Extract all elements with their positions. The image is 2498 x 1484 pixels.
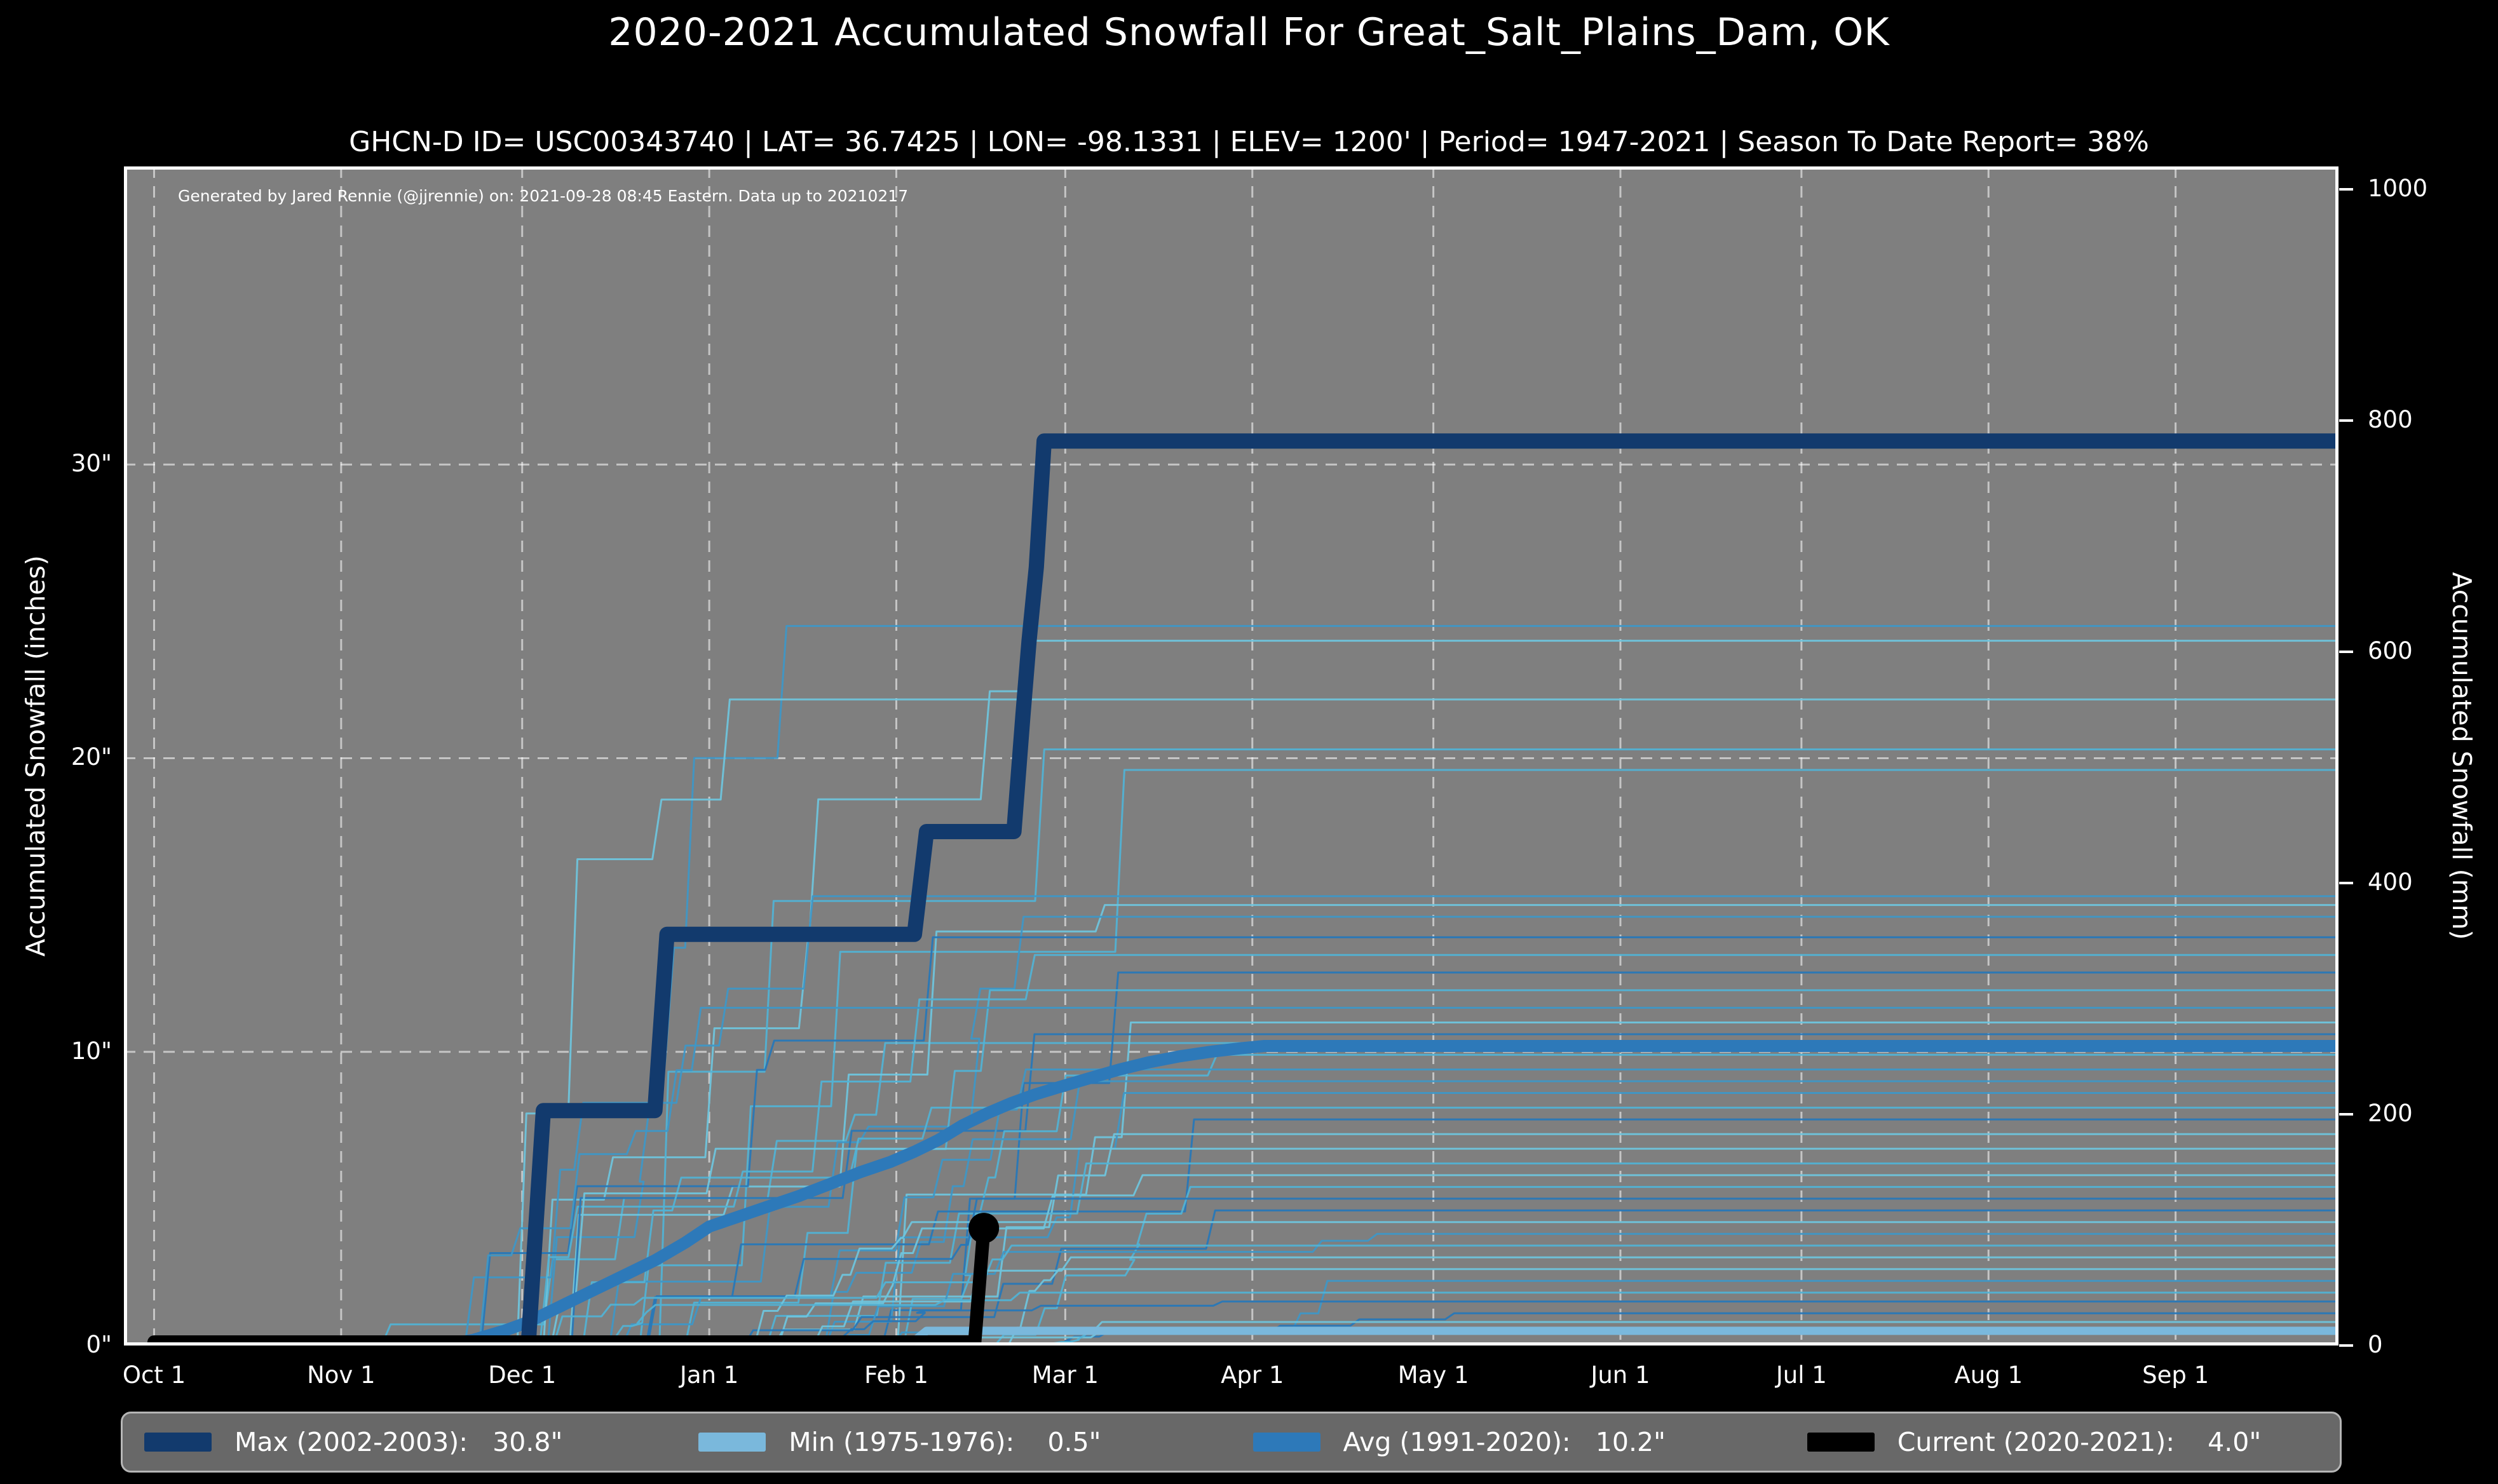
historical-season-line bbox=[154, 895, 2338, 1346]
legend-swatch-max bbox=[144, 1433, 212, 1452]
y-right-tick-mark bbox=[2339, 1113, 2353, 1116]
historical-season-line bbox=[154, 1245, 2338, 1346]
series-line-avg bbox=[148, 1040, 2338, 1346]
gridlines bbox=[124, 166, 2338, 1346]
x-tick-label: Dec 1 bbox=[488, 1361, 557, 1389]
plot-spines bbox=[124, 166, 2338, 1346]
y-left-tick-label: 10" bbox=[71, 1037, 112, 1065]
historical-season-line bbox=[154, 640, 2338, 1346]
legend: Max (2002-2003): 30.8" Min (1975-1976): 0… bbox=[121, 1412, 2342, 1473]
historical-season-line bbox=[154, 1174, 2338, 1346]
y-right-tick-mark bbox=[2339, 1344, 2353, 1347]
historical-season-line bbox=[154, 989, 2338, 1346]
historical-season-line bbox=[154, 1092, 2338, 1346]
historical-season-line bbox=[154, 1080, 2338, 1346]
chart-title: 2020-2021 Accumulated Snowfall For Great… bbox=[608, 10, 1890, 55]
historical-season-line bbox=[154, 904, 2338, 1346]
series-line-current bbox=[147, 1221, 991, 1346]
historical-season-line bbox=[154, 1006, 2338, 1346]
historical-season-line bbox=[154, 1069, 2338, 1346]
legend-label-min: Min (1975-1976): 0.5" bbox=[789, 1427, 1101, 1457]
y-right-tick-label: 0 bbox=[2368, 1331, 2383, 1358]
legend-swatch-avg bbox=[1252, 1433, 1320, 1452]
legend-item-max: Max (2002-2003): 30.8" bbox=[123, 1427, 677, 1457]
x-tick-label: May 1 bbox=[1397, 1361, 1469, 1389]
historical-season-line bbox=[154, 769, 2338, 1346]
chart-subtitle: GHCN-D ID= USC00343740 | LAT= 36.7425 | … bbox=[349, 126, 2149, 158]
historical-season-line bbox=[154, 1221, 2338, 1346]
legend-item-avg: Avg (1991-2020): 10.2" bbox=[1232, 1427, 1786, 1457]
historical-season-line bbox=[154, 698, 2338, 1346]
historical-season-line bbox=[154, 936, 2338, 1346]
y-left-tick-label: 30" bbox=[71, 450, 112, 478]
y-right-tick-mark bbox=[2339, 882, 2353, 885]
x-tick-label: Aug 1 bbox=[1954, 1361, 2023, 1389]
legend-item-current: Current (2020-2021): 4.0" bbox=[1786, 1427, 2340, 1457]
y-right-tick-label: 400 bbox=[2368, 868, 2413, 896]
historical-season-line bbox=[154, 1042, 2338, 1346]
series-line-max bbox=[146, 433, 2338, 1346]
historical-season-line bbox=[154, 1033, 2338, 1346]
main-series bbox=[146, 433, 2338, 1346]
x-tick-label: Mar 1 bbox=[1031, 1361, 1099, 1389]
x-tick-label: Nov 1 bbox=[307, 1361, 376, 1389]
x-tick-label: Apr 1 bbox=[1221, 1361, 1284, 1389]
legend-swatch-current bbox=[1807, 1433, 1875, 1452]
historical-season-lines bbox=[154, 624, 2338, 1346]
x-tick-label: Jan 1 bbox=[679, 1361, 739, 1389]
historical-season-line bbox=[154, 954, 2338, 1346]
y-left-tick-label: 0" bbox=[86, 1331, 112, 1358]
historical-season-line bbox=[154, 624, 2338, 1346]
historical-season-line bbox=[154, 1107, 2338, 1346]
current-end-marker bbox=[968, 1213, 1000, 1244]
y-right-tick-label: 600 bbox=[2368, 637, 2413, 665]
x-tick-label: Oct 1 bbox=[122, 1361, 186, 1389]
legend-label-max: Max (2002-2003): 30.8" bbox=[234, 1427, 563, 1457]
y-right-tick-mark bbox=[2339, 651, 2353, 654]
historical-season-line bbox=[154, 1053, 2338, 1346]
y-right-tick-label: 200 bbox=[2368, 1100, 2413, 1127]
legend-label-avg: Avg (1991-2020): 10.2" bbox=[1343, 1427, 1666, 1457]
historical-season-line bbox=[154, 748, 2338, 1346]
legend-swatch-min bbox=[698, 1433, 766, 1452]
x-tick-label: Jul 1 bbox=[1775, 1361, 1827, 1389]
x-tick-label: Jun 1 bbox=[1591, 1361, 1650, 1389]
historical-season-line bbox=[154, 971, 2338, 1346]
x-tick-label: Feb 1 bbox=[864, 1361, 928, 1389]
y-right-tick-label: 1000 bbox=[2368, 175, 2428, 203]
generated-note: Generated by Jared Rennie (@jjrennie) on… bbox=[178, 187, 909, 205]
y-axis-label-mm: Accumulated Snowfall (mm) bbox=[2447, 572, 2477, 940]
y-right-tick-mark bbox=[2339, 188, 2353, 191]
y-left-tick-label: 20" bbox=[71, 743, 112, 771]
snowfall-accumulation-chart bbox=[124, 166, 2338, 1346]
historical-season-line bbox=[154, 1118, 2338, 1346]
plot-area: Generated by Jared Rennie (@jjrennie) on… bbox=[124, 166, 2338, 1346]
legend-item-min: Min (1975-1976): 0.5" bbox=[677, 1427, 1231, 1457]
x-tick-label: Sep 1 bbox=[2142, 1361, 2210, 1389]
legend-label-current: Current (2020-2021): 4.0" bbox=[1897, 1427, 2262, 1457]
y-right-tick-label: 800 bbox=[2368, 406, 2413, 434]
historical-season-line bbox=[154, 1022, 2338, 1346]
historical-season-line bbox=[154, 915, 2338, 1346]
y-right-tick-mark bbox=[2339, 419, 2353, 422]
